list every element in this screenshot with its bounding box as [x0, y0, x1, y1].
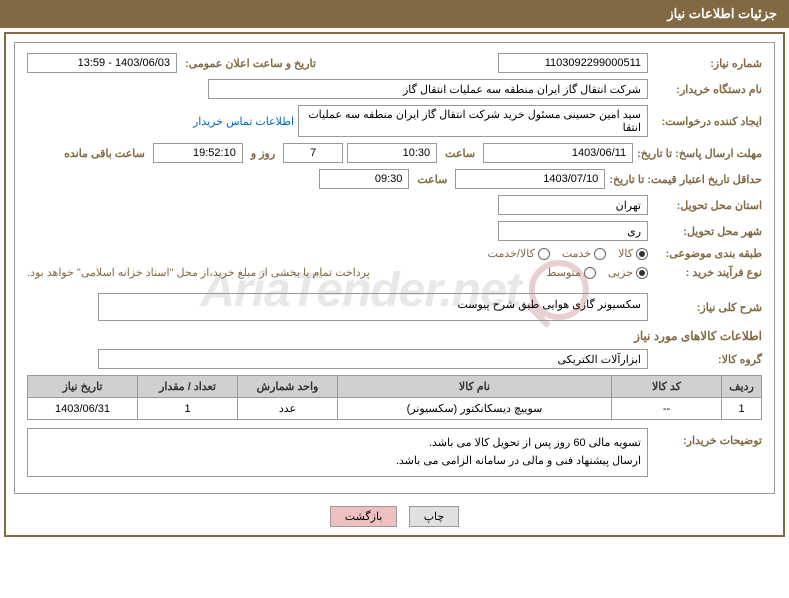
- notes-line-2: ارسال پیشنهاد فنی و مالی در سامانه الزام…: [34, 453, 641, 471]
- items-section-title: اطلاعات کالاهای مورد نیاز: [27, 329, 762, 343]
- th-qty: تعداد / مقدار: [138, 376, 238, 398]
- notes-label: توضیحات خریدار:: [652, 428, 762, 447]
- province-label: استان محل تحویل:: [652, 199, 762, 212]
- process-radio-group: جزیی متوسط: [546, 266, 648, 279]
- radio-goods-service-label: کالا/خدمت: [488, 247, 535, 260]
- radio-goods-input[interactable]: [636, 248, 648, 260]
- th-date: تاریخ نیاز: [28, 376, 138, 398]
- process-label: نوع فرآیند خرید :: [652, 266, 762, 279]
- group-label: گروه کالا:: [652, 353, 762, 366]
- radio-goods-label: کالا: [618, 247, 633, 260]
- row-summary: شرح کلی نیاز: سکسیونر گازی هوایی طبق شرح…: [27, 293, 762, 321]
- need-number-label: شماره نیاز:: [652, 57, 762, 70]
- province-value: تهران: [498, 195, 648, 215]
- days-remaining: 7: [283, 143, 343, 163]
- print-button[interactable]: چاپ: [409, 506, 460, 527]
- panel-title: جزئیات اطلاعات نیاز: [667, 6, 777, 21]
- row-process: نوع فرآیند خرید : جزیی متوسط پرداخت تمام…: [27, 266, 762, 279]
- requester-label: ایجاد کننده درخواست:: [652, 115, 762, 128]
- row-requester: ایجاد کننده درخواست: سید امین حسینی مسئو…: [27, 105, 762, 137]
- deadline-time-label: ساعت: [445, 147, 475, 160]
- th-code: کد کالا: [612, 376, 722, 398]
- requester-value: سید امین حسینی مسئول خرید شرکت انتقال گا…: [298, 105, 648, 137]
- th-row: ردیف: [722, 376, 762, 398]
- deadline-date: 1403/06/11: [483, 143, 633, 163]
- radio-goods-service-input[interactable]: [538, 248, 550, 260]
- buyer-value: شرکت انتقال گاز ایران منطقه سه عملیات ان…: [208, 79, 648, 99]
- contact-buyer-link[interactable]: اطلاعات تماس خریدار: [193, 115, 294, 128]
- validity-time: 09:30: [319, 169, 409, 189]
- need-number-value: 1103092299000511: [498, 53, 648, 73]
- summary-value: سکسیونر گازی هوایی طبق شرح پیوست: [98, 293, 648, 321]
- table-header-row: ردیف کد کالا نام کالا واحد شمارش تعداد /…: [28, 376, 762, 398]
- row-need-number: شماره نیاز: 1103092299000511 تاریخ و ساع…: [27, 53, 762, 73]
- category-radio-group: کالا خدمت کالا/خدمت: [488, 247, 648, 260]
- city-value: ری: [498, 221, 648, 241]
- deadline-label: مهلت ارسال پاسخ: تا تاریخ:: [637, 147, 762, 160]
- cell-qty: 1: [138, 398, 238, 420]
- validity-label: حداقل تاریخ اعتبار قیمت: تا تاریخ:: [609, 173, 762, 186]
- radio-partial[interactable]: جزیی: [608, 266, 648, 279]
- remaining-label: ساعت باقی مانده: [64, 147, 145, 160]
- radio-medium-input[interactable]: [584, 267, 596, 279]
- radio-goods-service[interactable]: کالا/خدمت: [488, 247, 550, 260]
- notes-box: تسویه مالی 60 روز پس از تحویل کالا می با…: [27, 428, 648, 477]
- radio-partial-input[interactable]: [636, 267, 648, 279]
- radio-service[interactable]: خدمت: [562, 247, 606, 260]
- announce-value: 1403/06/03 - 13:59: [27, 53, 177, 73]
- validity-date: 1403/07/10: [455, 169, 605, 189]
- panel-header: جزئیات اطلاعات نیاز: [0, 0, 789, 28]
- radio-medium-label: متوسط: [546, 266, 581, 279]
- items-table: ردیف کد کالا نام کالا واحد شمارش تعداد /…: [27, 375, 762, 420]
- cell-name: سوییچ دیسکانکتور (سکسیونر): [338, 398, 612, 420]
- row-category: طبقه بندی موضوعی: کالا خدمت کالا/خدمت: [27, 247, 762, 260]
- notes-line-1: تسویه مالی 60 روز پس از تحویل کالا می با…: [34, 435, 641, 453]
- payment-note: پرداخت تمام یا بخشی از مبلغ خرید،از محل …: [27, 266, 370, 279]
- radio-service-label: خدمت: [562, 247, 591, 260]
- time-remaining: 19:52:10: [153, 143, 243, 163]
- radio-goods[interactable]: کالا: [618, 247, 648, 260]
- radio-medium[interactable]: متوسط: [546, 266, 596, 279]
- cell-code: --: [612, 398, 722, 420]
- announce-label: تاریخ و ساعت اعلان عمومی:: [185, 57, 316, 70]
- cell-date: 1403/06/31: [28, 398, 138, 420]
- th-unit: واحد شمارش: [238, 376, 338, 398]
- group-value: ابزارآلات الکتریکی: [98, 349, 648, 369]
- row-validity: حداقل تاریخ اعتبار قیمت: تا تاریخ: 1403/…: [27, 169, 762, 189]
- validity-time-label: ساعت: [417, 173, 447, 186]
- row-notes: توضیحات خریدار: تسویه مالی 60 روز پس از …: [27, 428, 762, 477]
- summary-label: شرح کلی نیاز:: [652, 301, 762, 314]
- buyer-label: نام دستگاه خریدار:: [652, 83, 762, 96]
- main-panel: شماره نیاز: 1103092299000511 تاریخ و ساع…: [4, 32, 785, 537]
- row-group: گروه کالا: ابزارآلات الکتریکی: [27, 349, 762, 369]
- radio-service-input[interactable]: [594, 248, 606, 260]
- table-row: 1 -- سوییچ دیسکانکتور (سکسیونر) عدد 1 14…: [28, 398, 762, 420]
- category-label: طبقه بندی موضوعی:: [652, 247, 762, 260]
- row-city: شهر محل تحویل: ری: [27, 221, 762, 241]
- cell-unit: عدد: [238, 398, 338, 420]
- back-button[interactable]: بازگشت: [330, 506, 398, 527]
- row-deadline: مهلت ارسال پاسخ: تا تاریخ: 1403/06/11 سا…: [27, 143, 762, 163]
- form-panel: شماره نیاز: 1103092299000511 تاریخ و ساع…: [14, 42, 775, 494]
- cell-row: 1: [722, 398, 762, 420]
- radio-partial-label: جزیی: [608, 266, 633, 279]
- row-province: استان محل تحویل: تهران: [27, 195, 762, 215]
- th-name: نام کالا: [338, 376, 612, 398]
- deadline-time: 10:30: [347, 143, 437, 163]
- button-bar: چاپ بازگشت: [14, 506, 775, 527]
- row-buyer: نام دستگاه خریدار: شرکت انتقال گاز ایران…: [27, 79, 762, 99]
- days-and-label: روز و: [251, 147, 275, 160]
- city-label: شهر محل تحویل:: [652, 225, 762, 238]
